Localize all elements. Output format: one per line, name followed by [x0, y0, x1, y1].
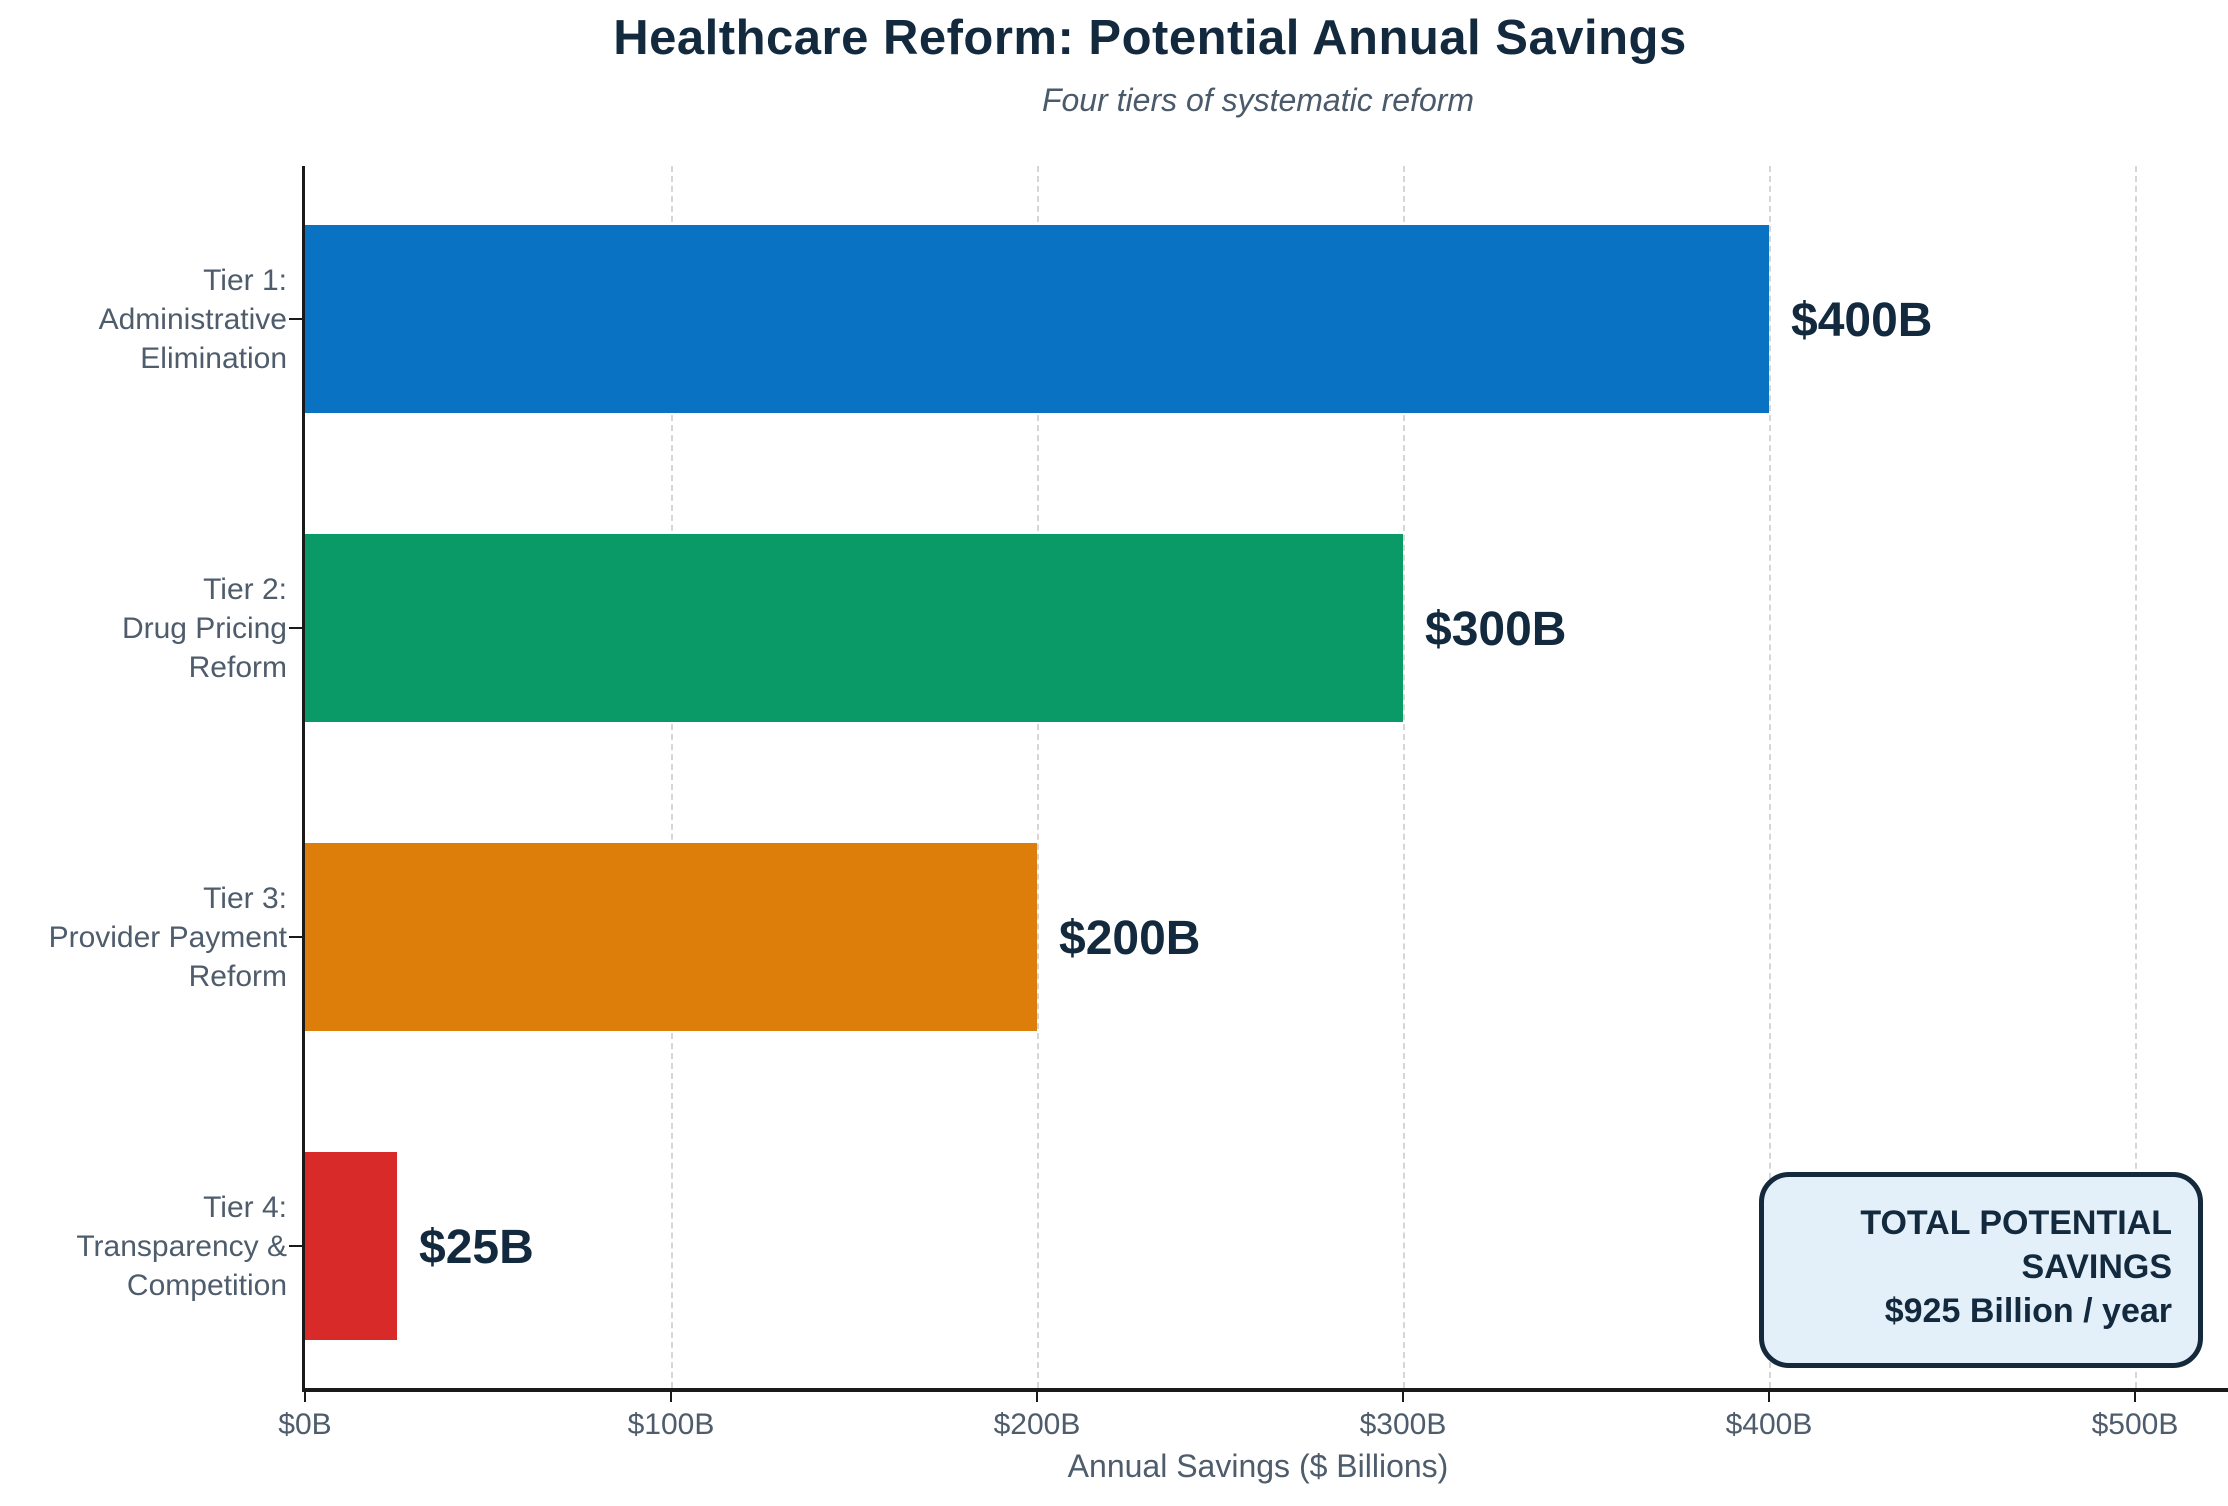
category-label-line: Administrative — [98, 302, 287, 336]
y-tick-mark — [289, 1245, 303, 1247]
x-tick-label: $400B — [1725, 1408, 1813, 1441]
category-label: Tier 1: Administrative Elimination — [0, 261, 287, 378]
gridline-200 — [1037, 166, 1039, 1388]
gridline-400 — [1769, 166, 1771, 1388]
bar-2 — [305, 534, 1403, 722]
chart-title: Healthcare Reform: Potential Annual Savi… — [613, 11, 1687, 65]
category-label-line: Tier 3: — [203, 881, 287, 915]
x-tick-mark — [2134, 1388, 2136, 1402]
bar-3 — [305, 843, 1037, 1031]
x-axis-label: Annual Savings ($ Billions) — [1067, 1448, 1449, 1484]
category-label: Tier 3: Provider Payment Reform — [0, 879, 287, 996]
category-label-line: Tier 2: — [203, 572, 287, 606]
category-label-line: Competition — [126, 1268, 287, 1302]
bar-1 — [305, 225, 1769, 413]
x-tick-label: $300B — [1359, 1408, 1447, 1441]
bar-value-label: $25B — [419, 1221, 534, 1274]
bar-4 — [305, 1152, 397, 1340]
total-savings-value: $925 Billion / year — [1884, 1292, 2172, 1330]
x-tick-mark — [1768, 1388, 1770, 1402]
category-label-line: Reform — [188, 959, 287, 993]
bar-value-label: $300B — [1425, 603, 1567, 656]
category-label: Tier 4: Transparency & Competition — [0, 1188, 287, 1305]
x-axis-line — [302, 1388, 2228, 1392]
y-tick-mark — [289, 318, 303, 320]
y-axis-line — [302, 166, 305, 1392]
bar-value-label: $400B — [1791, 294, 1933, 347]
category-label-line: Tier 1: — [203, 263, 287, 297]
x-tick-label: $0B — [278, 1408, 332, 1441]
category-label-line: Tier 4: — [203, 1190, 287, 1224]
category-label-line: Drug Pricing — [121, 611, 287, 645]
x-tick-label: $200B — [993, 1408, 1081, 1441]
chart-subtitle: Four tiers of systematic reform — [1041, 82, 1475, 118]
category-label-line: Elimination — [140, 341, 287, 375]
x-tick-mark — [1036, 1388, 1038, 1402]
x-tick-label: $500B — [2091, 1408, 2179, 1441]
x-tick-mark — [1402, 1388, 1404, 1402]
category-label-line: Transparency & — [76, 1229, 287, 1263]
gridline-300 — [1403, 166, 1405, 1388]
y-tick-mark — [289, 627, 303, 629]
y-tick-mark — [289, 936, 303, 938]
total-savings-annotation: TOTAL POTENTIAL SAVINGS $925 Billion / y… — [1759, 1172, 2203, 1368]
gridline-500 — [2135, 166, 2137, 1388]
x-tick-mark — [304, 1388, 306, 1402]
category-label-line: Provider Payment — [48, 920, 287, 954]
category-label: Tier 2: Drug Pricing Reform — [0, 570, 287, 687]
x-tick-mark — [670, 1388, 672, 1402]
total-savings-title: TOTAL POTENTIAL SAVINGS — [1860, 1204, 2172, 1286]
gridline-100 — [671, 166, 673, 1388]
bar-value-label: $200B — [1059, 912, 1201, 965]
x-tick-label: $100B — [627, 1408, 715, 1441]
category-label-line: Reform — [188, 650, 287, 684]
